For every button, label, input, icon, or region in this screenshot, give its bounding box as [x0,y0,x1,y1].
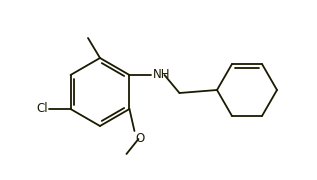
Text: NH: NH [152,68,170,80]
Text: O: O [135,132,145,145]
Text: Cl: Cl [36,102,48,115]
